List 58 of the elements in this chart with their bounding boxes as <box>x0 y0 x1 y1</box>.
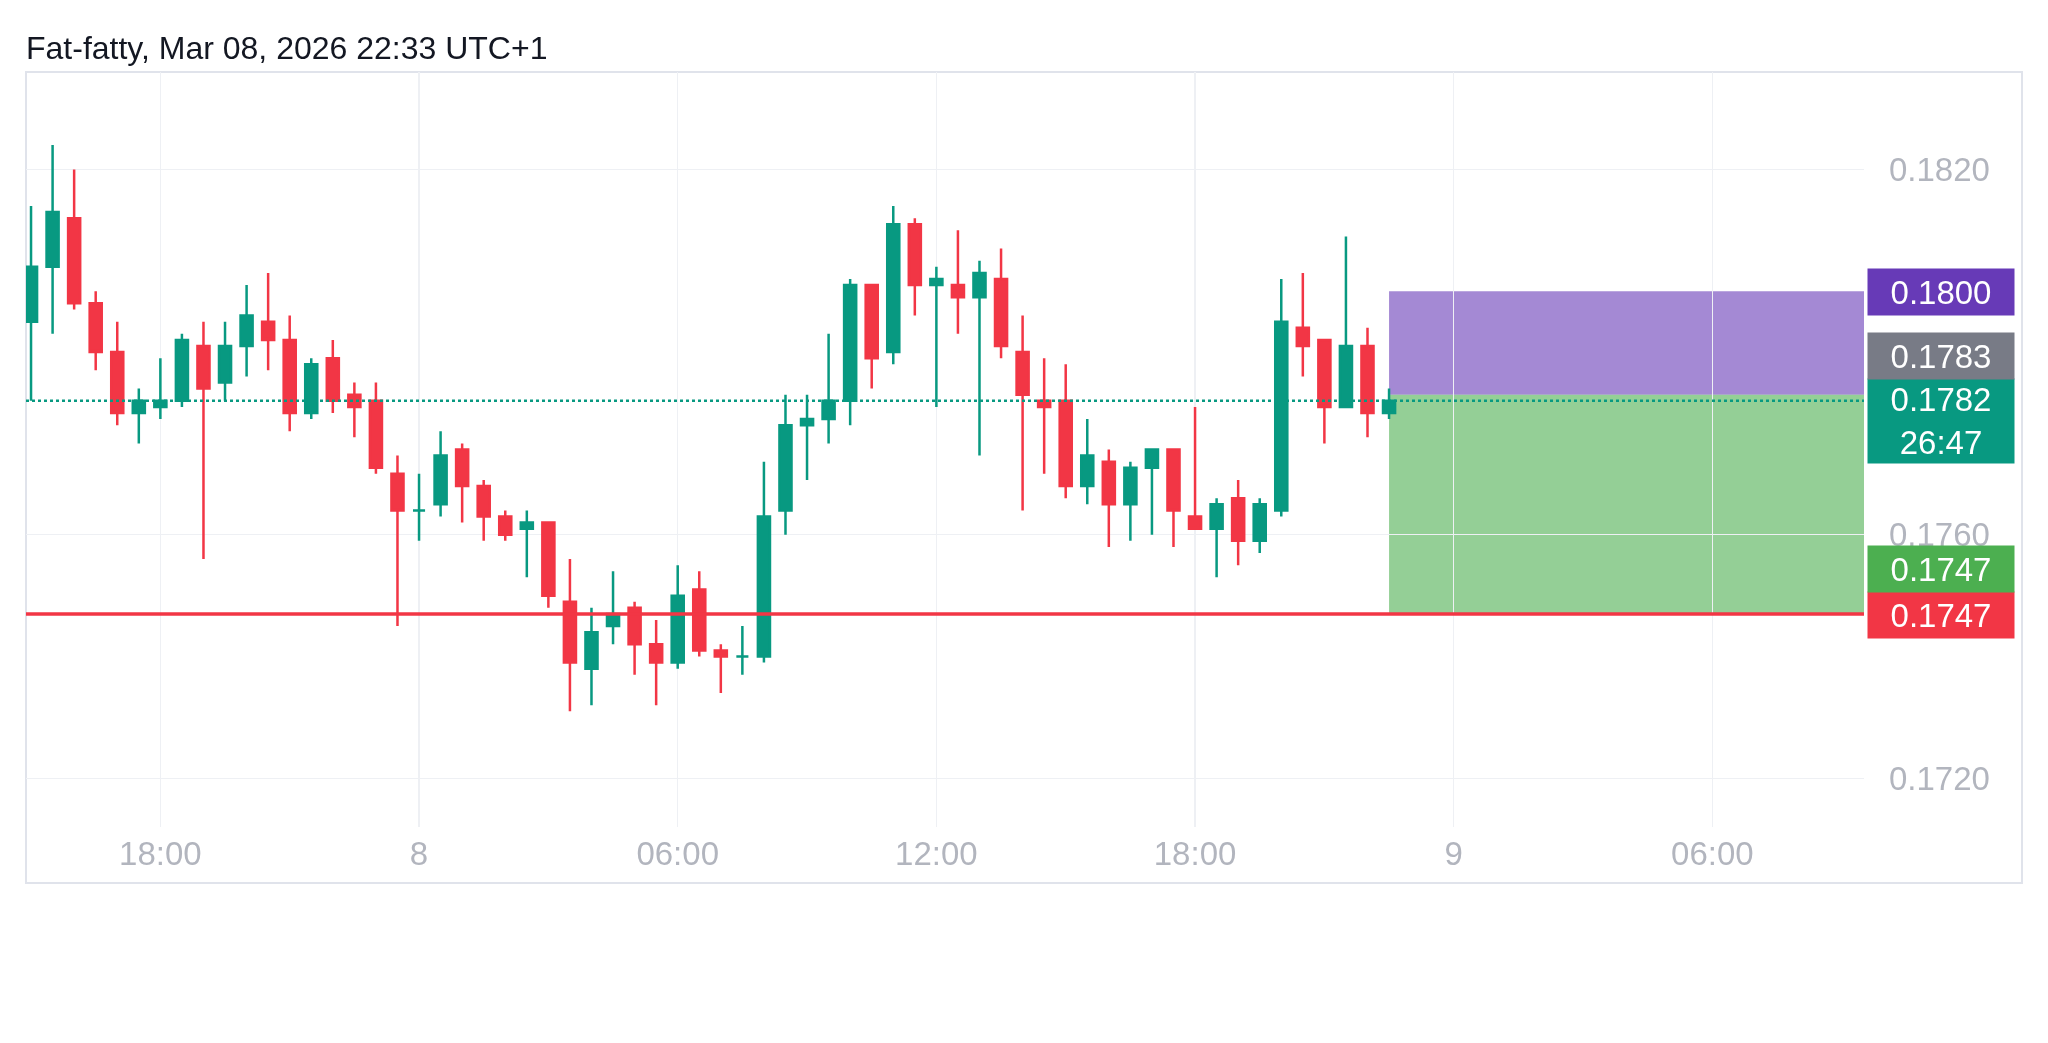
text: 0.1783 <box>1890 337 1992 375</box>
candlestick <box>1360 326 1375 439</box>
y-tick-label: 0.1820 <box>1889 150 1990 188</box>
candlestick <box>1079 417 1095 506</box>
ref-line-label: 0.1747 <box>1890 596 1992 634</box>
candlestick <box>519 509 535 579</box>
candlestick <box>713 643 729 695</box>
x-tick-label: 06:00 <box>1671 835 1754 872</box>
candlestick <box>88 289 103 372</box>
candlestick <box>325 338 341 415</box>
candlestick <box>411 472 427 543</box>
candlestick <box>864 283 879 390</box>
candlestick <box>1123 460 1138 543</box>
candlestick <box>1252 496 1267 555</box>
candlestick <box>670 563 685 670</box>
candlestick <box>541 521 556 610</box>
candlestick <box>45 143 60 336</box>
x-tick-label: 12:00 <box>895 835 978 872</box>
x-tick-label: 9 <box>1444 835 1463 872</box>
candlestick <box>282 314 297 433</box>
candlestick <box>1015 314 1030 512</box>
band-label: 0.1800 <box>1890 273 1992 311</box>
candlestick <box>907 216 923 317</box>
candlestick <box>648 618 664 707</box>
candlestick <box>196 320 211 561</box>
candlestick <box>476 478 491 543</box>
x-tick-label: 06:00 <box>636 835 720 872</box>
candlestick <box>584 606 599 707</box>
candlestick <box>1036 356 1052 476</box>
candlestick <box>497 509 513 543</box>
candlestick <box>950 229 966 336</box>
candlestick <box>756 460 772 664</box>
chart-title: Fat-fatty, Mar 08, 2026 22:33 UTC+1 <box>26 30 548 67</box>
candlestick <box>109 320 125 427</box>
candlestick <box>1230 478 1246 567</box>
candlestick <box>347 381 362 439</box>
x-tick-label: 18:00 <box>119 835 202 872</box>
y-tick-label: 0.1720 <box>1889 759 1990 797</box>
candlestick <box>239 283 254 378</box>
candlestick <box>1187 405 1203 530</box>
candlestick <box>1166 448 1181 549</box>
candlestick <box>1317 338 1332 445</box>
candlestick <box>260 271 276 372</box>
candlestick <box>735 624 750 677</box>
candlestick <box>993 247 1009 360</box>
candlestick <box>368 381 384 476</box>
ref-line-label: 0.1782 26:47 <box>1890 381 1992 461</box>
candlestick <box>1295 271 1311 378</box>
x-tick-label: 8 <box>409 835 429 872</box>
candlestick <box>454 442 470 524</box>
candlestick <box>1144 448 1160 536</box>
candlestick <box>1058 363 1073 500</box>
candlestick <box>66 168 82 311</box>
x-tick-label: 18:00 <box>1153 835 1237 872</box>
candlestick <box>1209 496 1224 579</box>
candlestick <box>433 429 448 518</box>
candlestick <box>885 204 901 366</box>
candlestick <box>1101 448 1117 549</box>
